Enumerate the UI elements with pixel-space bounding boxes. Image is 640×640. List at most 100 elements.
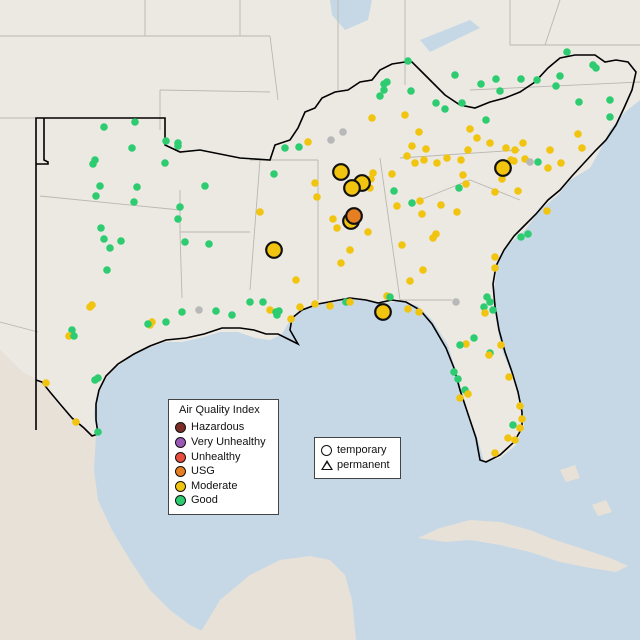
monitor-dot bbox=[578, 144, 586, 152]
monitor-dot bbox=[511, 146, 519, 154]
monitor-dot bbox=[606, 113, 614, 121]
monitor-dot bbox=[42, 379, 50, 387]
monitor-dot bbox=[295, 143, 303, 151]
monitor-dot bbox=[459, 171, 467, 179]
monitor-dot bbox=[94, 374, 102, 382]
monitor-dot bbox=[533, 76, 541, 84]
yucatan-land bbox=[196, 556, 356, 640]
monitor-dot bbox=[422, 145, 430, 153]
monitor-dot bbox=[380, 86, 388, 94]
monitor-dot bbox=[388, 170, 396, 178]
monitor-dot bbox=[106, 244, 114, 252]
monitor-dot bbox=[452, 298, 460, 306]
monitor-dot bbox=[491, 264, 499, 272]
monitor-dot bbox=[432, 99, 440, 107]
monitor-dot bbox=[403, 152, 411, 160]
monitor-dot bbox=[346, 246, 354, 254]
monitor-dot bbox=[456, 394, 464, 402]
monitor-dot bbox=[162, 318, 170, 326]
legend-label: Good bbox=[191, 494, 218, 506]
monitor-dot bbox=[369, 169, 377, 177]
monitor-dot bbox=[441, 105, 449, 113]
monitor-dot bbox=[497, 341, 505, 349]
monitor-dot bbox=[401, 111, 409, 119]
monitor-dot bbox=[178, 308, 186, 316]
monitor-dot bbox=[485, 351, 493, 359]
monitor-dot bbox=[259, 298, 267, 306]
monitor-dot bbox=[313, 193, 321, 201]
monitor-dot bbox=[454, 375, 462, 383]
hazardous-swatch bbox=[175, 421, 186, 433]
monitor-dot bbox=[205, 240, 213, 248]
islands-land bbox=[592, 500, 612, 516]
monitor-dot bbox=[103, 266, 111, 274]
temporary-monitor bbox=[374, 303, 392, 321]
monitor-dot bbox=[333, 224, 341, 232]
monitor-dot bbox=[133, 183, 141, 191]
monitor-dot bbox=[462, 180, 470, 188]
monitor-dot bbox=[418, 210, 426, 218]
monitor-dot bbox=[406, 277, 414, 285]
monitor-dot bbox=[556, 72, 564, 80]
monitor-dot bbox=[516, 424, 524, 432]
region-outline bbox=[35, 54, 637, 463]
monitor-dot bbox=[415, 128, 423, 136]
monitor-dot bbox=[491, 449, 499, 457]
temporary-monitor bbox=[345, 207, 363, 225]
monitor-dot bbox=[516, 402, 524, 410]
monitor-dot bbox=[557, 159, 565, 167]
monitor-dot bbox=[117, 237, 125, 245]
monitor-dot bbox=[456, 341, 464, 349]
cuba-land bbox=[418, 520, 628, 572]
monitor-dot bbox=[432, 230, 440, 238]
monitor-dot bbox=[144, 320, 152, 328]
mexico-land bbox=[0, 350, 220, 640]
monitor-dot bbox=[437, 201, 445, 209]
monitor-dot bbox=[489, 306, 497, 314]
monitor-dot bbox=[470, 334, 478, 342]
monitor-dot bbox=[281, 144, 289, 152]
monitor-dot bbox=[162, 137, 170, 145]
monitor-dot bbox=[195, 306, 203, 314]
monitor-dot bbox=[131, 118, 139, 126]
legend-label: USG bbox=[191, 465, 215, 477]
legend-item-temporary: temporary bbox=[321, 443, 387, 457]
temporary-monitor bbox=[265, 241, 283, 259]
monitor-dot bbox=[575, 98, 583, 106]
monitor-dot bbox=[246, 298, 254, 306]
legend-label: Moderate bbox=[191, 480, 238, 492]
monitor-dot bbox=[486, 298, 494, 306]
legend-label: Very Unhealthy bbox=[191, 436, 266, 448]
monitor-dot bbox=[415, 308, 423, 316]
monitor-dot bbox=[86, 303, 94, 311]
monitor-dot bbox=[174, 139, 182, 147]
moderate-swatch bbox=[175, 480, 186, 492]
temporary-monitor bbox=[332, 163, 350, 181]
monitor-dot bbox=[464, 146, 472, 154]
monitor-dot bbox=[326, 302, 334, 310]
legend-item-usg: USG bbox=[175, 464, 215, 478]
monitor-dot bbox=[72, 418, 80, 426]
circle-icon bbox=[321, 444, 332, 456]
bahamas-land bbox=[560, 465, 580, 482]
monitor-dot bbox=[534, 158, 542, 166]
monitor-dot bbox=[420, 156, 428, 164]
monitor-dot bbox=[390, 187, 398, 195]
legend-item-permanent: permanent bbox=[321, 458, 390, 472]
monitor-dot bbox=[502, 144, 510, 152]
monitor-dot bbox=[346, 298, 354, 306]
monitor-dot bbox=[457, 156, 465, 164]
monitor-dot bbox=[327, 136, 335, 144]
legend-item-moderate: Moderate bbox=[175, 479, 237, 493]
lake-erie bbox=[420, 20, 480, 52]
monitor-dot bbox=[407, 87, 415, 95]
monitor-dot bbox=[266, 306, 274, 314]
good-swatch bbox=[175, 494, 186, 506]
monitor-dot bbox=[404, 305, 412, 313]
monitor-dot bbox=[287, 315, 295, 323]
monitor-dot bbox=[96, 182, 104, 190]
monitor-dot bbox=[524, 230, 532, 238]
monitor-dot bbox=[404, 57, 412, 65]
monitor-dot bbox=[411, 159, 419, 167]
